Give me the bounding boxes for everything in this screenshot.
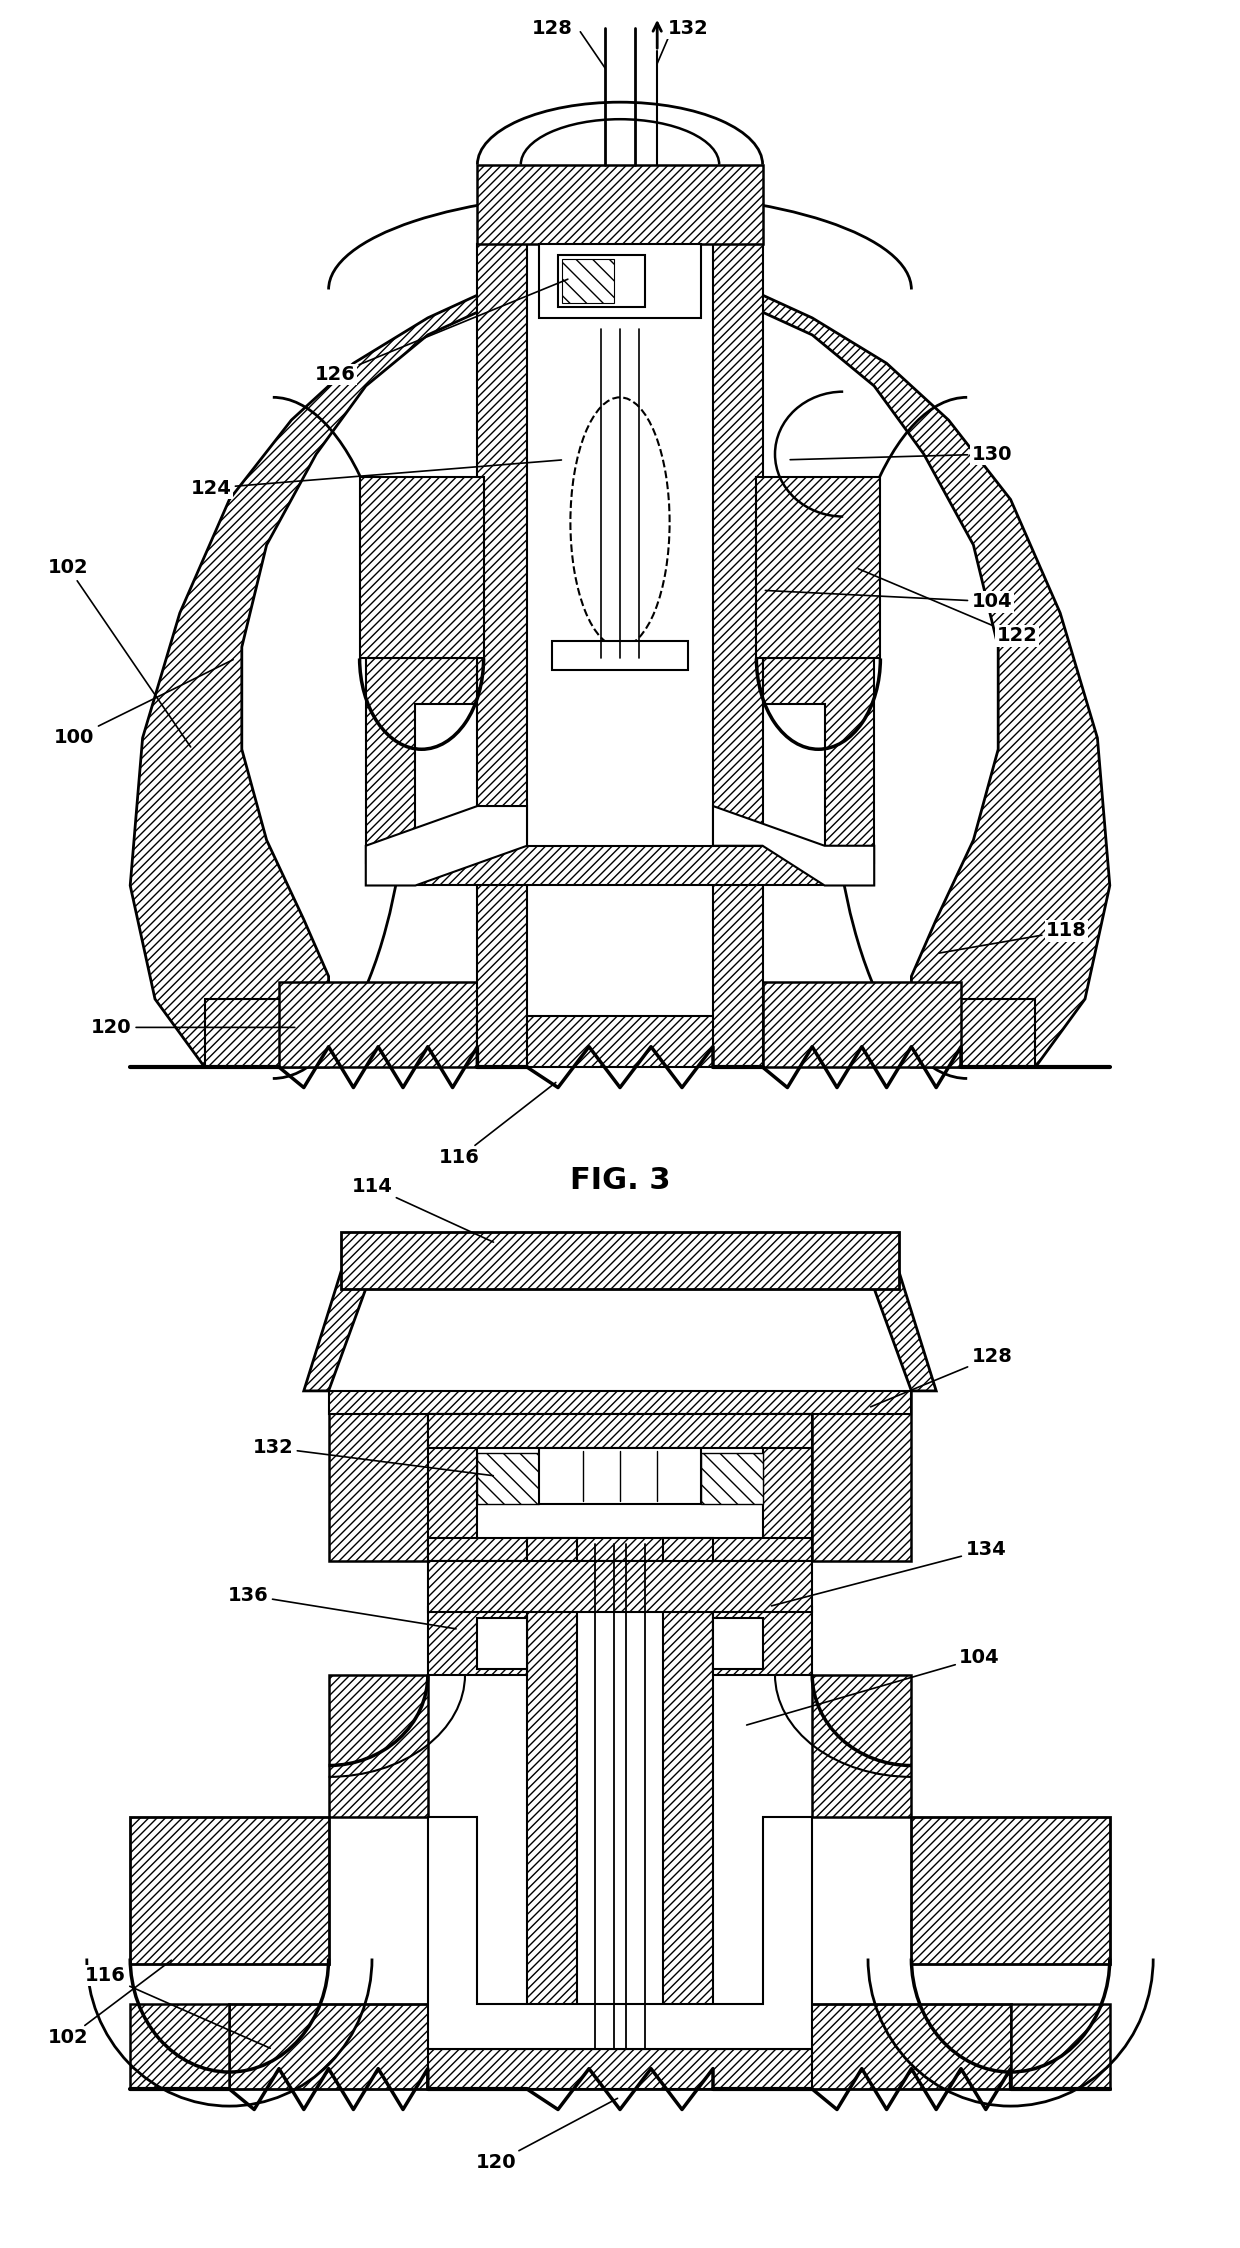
- Polygon shape: [1011, 2003, 1110, 2088]
- Text: 104: 104: [746, 1648, 999, 1724]
- Polygon shape: [329, 1392, 428, 1560]
- Text: 134: 134: [771, 1540, 1006, 1605]
- Polygon shape: [713, 1607, 812, 1675]
- Polygon shape: [477, 245, 527, 1068]
- Text: 120: 120: [92, 1018, 295, 1036]
- Text: 102: 102: [48, 558, 191, 746]
- Polygon shape: [279, 982, 477, 1068]
- Polygon shape: [428, 1538, 812, 1560]
- Text: 124: 124: [191, 461, 562, 497]
- Polygon shape: [527, 1538, 577, 2088]
- Polygon shape: [713, 807, 874, 886]
- Text: 132: 132: [668, 18, 708, 38]
- Polygon shape: [911, 1816, 1110, 1965]
- Polygon shape: [428, 1560, 812, 1612]
- Polygon shape: [366, 659, 477, 863]
- Polygon shape: [763, 1414, 812, 1560]
- Text: 126: 126: [315, 279, 568, 384]
- Polygon shape: [539, 1448, 701, 1504]
- Polygon shape: [750, 290, 1110, 1068]
- Polygon shape: [341, 1232, 899, 1288]
- Polygon shape: [663, 1538, 713, 2088]
- Text: 104: 104: [765, 591, 1012, 611]
- Polygon shape: [756, 477, 880, 659]
- Polygon shape: [477, 1454, 539, 1504]
- Text: 116: 116: [439, 1084, 556, 1167]
- Polygon shape: [130, 290, 490, 1068]
- Text: 136: 136: [228, 1585, 456, 1630]
- Polygon shape: [428, 1414, 477, 1560]
- Polygon shape: [428, 1414, 812, 1448]
- Text: 132: 132: [253, 1439, 494, 1475]
- Polygon shape: [366, 807, 527, 886]
- Text: 118: 118: [939, 922, 1086, 953]
- Polygon shape: [763, 659, 874, 863]
- Polygon shape: [713, 1619, 763, 1668]
- Polygon shape: [205, 998, 329, 1068]
- Text: 120: 120: [476, 2097, 618, 2172]
- Polygon shape: [130, 1816, 329, 1965]
- Polygon shape: [130, 2003, 229, 2088]
- Text: 128: 128: [870, 1347, 1012, 1407]
- Polygon shape: [812, 1675, 911, 1816]
- Text: 100: 100: [55, 659, 233, 746]
- Text: 116: 116: [86, 1967, 270, 2048]
- Text: 102: 102: [48, 1960, 171, 2048]
- Polygon shape: [812, 1392, 911, 1560]
- Polygon shape: [360, 477, 484, 659]
- Polygon shape: [304, 1272, 936, 1392]
- Text: FIG. 3: FIG. 3: [569, 1167, 671, 1196]
- Polygon shape: [428, 2050, 812, 2088]
- Polygon shape: [539, 245, 701, 317]
- Text: 128: 128: [532, 18, 572, 38]
- Polygon shape: [366, 845, 874, 886]
- Polygon shape: [329, 1675, 428, 1816]
- Text: 122: 122: [858, 569, 1037, 645]
- Polygon shape: [701, 1454, 763, 1504]
- Polygon shape: [477, 164, 763, 245]
- Polygon shape: [329, 1392, 911, 1414]
- Polygon shape: [558, 256, 645, 306]
- Polygon shape: [229, 2003, 1011, 2088]
- Text: 114: 114: [352, 1178, 494, 1243]
- Text: 130: 130: [790, 445, 1012, 463]
- Polygon shape: [911, 998, 1035, 1068]
- Polygon shape: [763, 982, 961, 1068]
- Polygon shape: [428, 1607, 527, 1675]
- Polygon shape: [552, 641, 688, 670]
- Polygon shape: [428, 1816, 812, 2050]
- Polygon shape: [477, 1619, 527, 1668]
- Polygon shape: [713, 245, 763, 1068]
- Polygon shape: [477, 1016, 763, 1068]
- Polygon shape: [562, 259, 614, 303]
